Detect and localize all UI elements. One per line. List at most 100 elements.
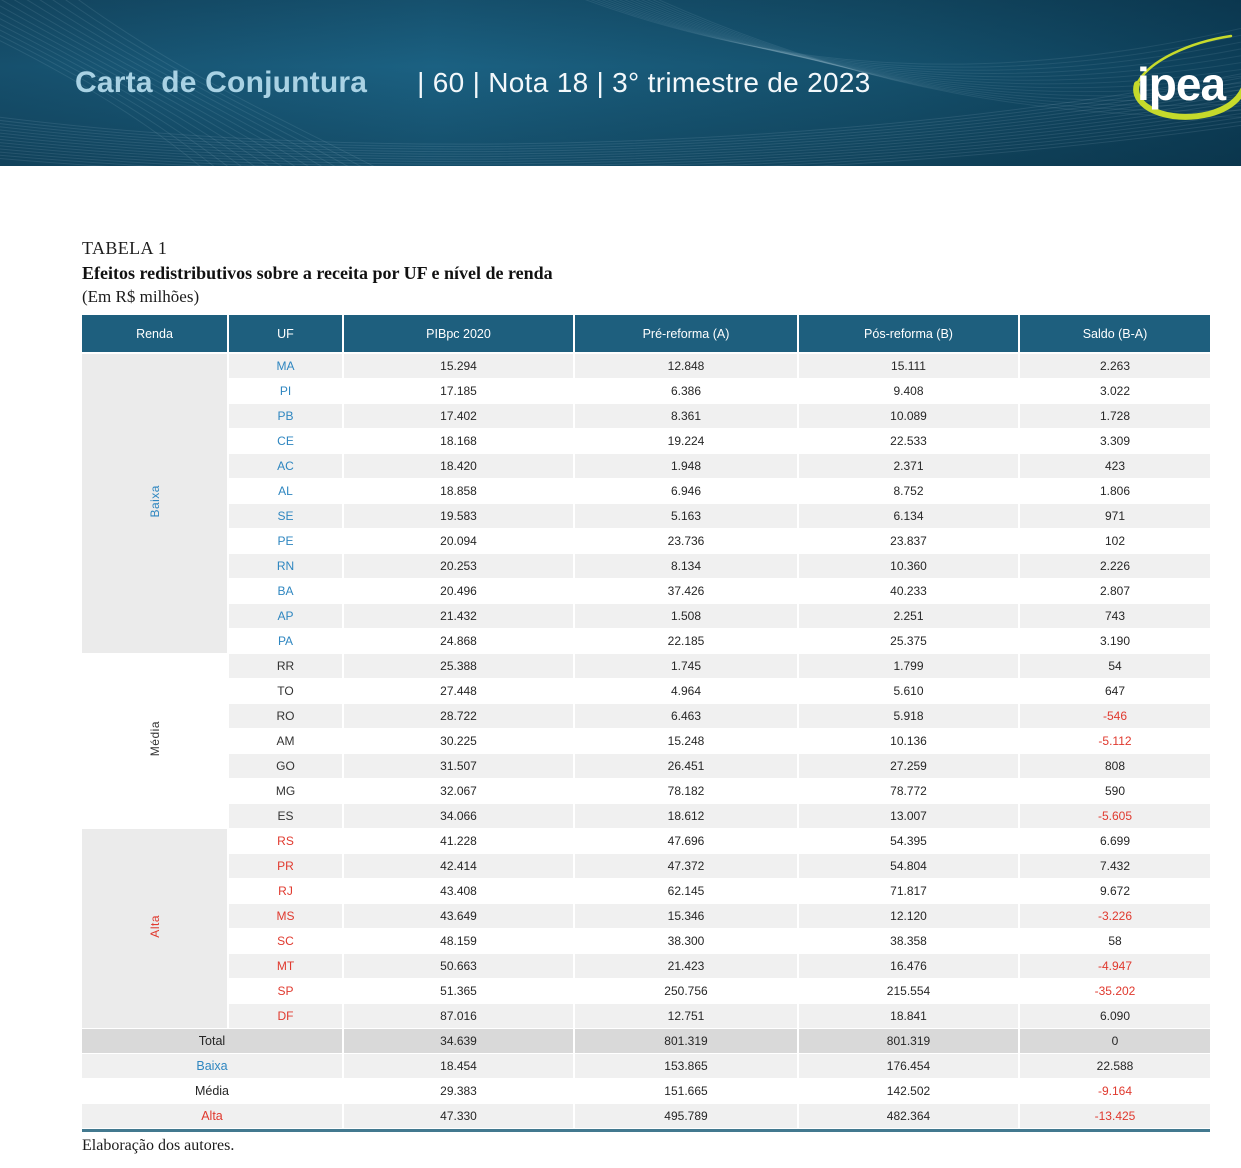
page-content: TABELA 1 Efeitos redistributivos sobre a… [82,238,1210,1155]
column-header-renda: Renda [82,315,229,354]
pibpc-cell: 30.225 [343,728,575,754]
pre-reforma-cell: 37.426 [574,578,799,604]
saldo-cell: 808 [1019,753,1210,779]
saldo-cell: 9.672 [1019,878,1210,904]
summary-row: Baixa 18.454 153.865 176.454 22.588 [82,1053,1210,1079]
saldo-cell: -5.605 [1019,803,1210,829]
source-note: Elaboração dos autores. [82,1136,235,1154]
saldo-cell: -5.112 [1019,728,1210,754]
pre-reforma-cell: 8.361 [574,403,799,429]
table-row: MG 32.067 78.182 78.772 590 [82,778,1210,804]
summary-pibpc-cell: 34.639 [343,1028,575,1054]
pos-reforma-cell: 9.408 [798,378,1020,404]
table-row: DF 87.016 12.751 18.841 6.090 [82,1003,1210,1029]
summary-label-cell: Total [82,1028,344,1054]
banner-wave-line [0,85,1241,153]
banner-text: Carta de Conjuntura | 60 | Nota 18 | 3° … [75,0,871,166]
pibpc-cell: 50.663 [343,953,575,979]
pibpc-cell: 31.507 [343,753,575,779]
summary-saldo-cell: 0 [1019,1028,1210,1054]
uf-cell: MS [228,903,344,929]
pibpc-cell: 51.365 [343,978,575,1004]
table-unit: (Em R$ milhões) [82,287,200,306]
banner-wave-line [26,0,323,166]
pos-reforma-cell: 16.476 [798,953,1020,979]
pre-reforma-cell: 19.224 [574,428,799,454]
banner-wave-line [596,0,1241,71]
uf-cell: RO [228,703,344,729]
banner-background [0,0,1241,166]
pibpc-cell: 18.420 [343,453,575,479]
table-row: Média RR 25.388 1.745 1.799 54 [82,653,1210,829]
saldo-cell: 6.090 [1019,1003,1210,1029]
summary-saldo-cell: 22.588 [1019,1053,1210,1079]
renda-group-cell: Média [82,653,229,829]
pos-reforma-cell: 38.358 [798,928,1020,954]
summary-pibpc-cell: 47.330 [343,1103,575,1129]
pre-reforma-cell: 6.386 [574,378,799,404]
pibpc-cell: 17.402 [343,403,575,429]
saldo-cell: 102 [1019,528,1210,554]
saldo-cell: 2.226 [1019,553,1210,579]
saldo-cell: 2.807 [1019,578,1210,604]
table-wrapper: Renda UF PIBpc 2020 Pré-reforma (A) Pós-refo… [82,315,1210,1132]
saldo-cell: 2.263 [1019,353,1210,379]
pibpc-cell: 20.496 [343,578,575,604]
banner: Carta de Conjuntura | 60 | Nota 18 | 3° … [0,0,1241,166]
saldo-cell: -4.947 [1019,953,1210,979]
uf-cell: AL [228,478,344,504]
saldo-cell: 971 [1019,503,1210,529]
uf-cell: ES [228,803,344,829]
banner-wave-line [0,112,1241,166]
column-header-pibpc: PIBpc 2020 [343,315,575,354]
renda-group-label: Média [147,721,162,757]
ipea-logo-text: ipea [1137,58,1226,110]
pos-reforma-cell: 5.610 [798,678,1020,704]
pos-reforma-cell: 6.134 [798,503,1020,529]
table-row: PR 42.414 47.372 54.804 7.432 [82,853,1210,879]
pos-reforma-cell: 18.841 [798,1003,1020,1029]
pre-reforma-cell: 6.946 [574,478,799,504]
pos-reforma-cell: 10.360 [798,553,1020,579]
pibpc-cell: 87.016 [343,1003,575,1029]
banner-wave-line [0,73,1241,145]
pre-reforma-cell: 47.696 [574,828,799,854]
pibpc-cell: 24.868 [343,628,575,654]
banner-wave-line [0,109,1241,166]
pos-reforma-cell: 5.918 [798,703,1020,729]
pre-reforma-cell: 5.163 [574,503,799,529]
banner-wave-line [629,0,1241,93]
ipea-swoosh-thin [1135,34,1233,86]
ipea-swoosh-thick [1133,81,1241,120]
pre-reforma-cell: 1.745 [574,653,799,679]
pre-reforma-cell: 38.300 [574,928,799,954]
summary-label-cell: Alta [82,1103,344,1129]
uf-cell: GO [228,753,344,779]
pibpc-cell: 43.649 [343,903,575,929]
banner-wave-line [601,0,1241,74]
table-row: AL 18.858 6.946 8.752 1.806 [82,478,1210,504]
saldo-cell: -546 [1019,703,1210,729]
banner-wave-line [0,81,1241,150]
table-row: PA 24.868 22.185 25.375 3.190 [82,628,1210,654]
summary-pos-cell: 482.364 [798,1103,1020,1129]
pre-reforma-cell: 250.756 [574,978,799,1004]
uf-cell: SP [228,978,344,1004]
table-row: SC 48.159 38.300 38.358 58 [82,928,1210,954]
banner-wave-line [52,0,349,166]
banner-wave-line [607,0,1241,78]
saldo-cell: 3.022 [1019,378,1210,404]
pibpc-cell: 25.388 [343,653,575,679]
pibpc-cell: 43.408 [343,878,575,904]
table-row: MS 43.649 15.346 12.120 -3.226 [82,903,1210,929]
table-row: AP 21.432 1.508 2.251 743 [82,603,1210,629]
uf-cell: AM [228,728,344,754]
summary-saldo-cell: -9.164 [1019,1078,1210,1104]
table-row: RJ 43.408 62.145 71.817 9.672 [82,878,1210,904]
pos-reforma-cell: 27.259 [798,753,1020,779]
data-table: Renda UF PIBpc 2020 Pré-reforma (A) Pós-refo… [82,315,1210,1129]
saldo-cell: 6.699 [1019,828,1210,854]
table-row: PI 17.185 6.386 9.408 3.022 [82,378,1210,404]
pre-reforma-cell: 62.145 [574,878,799,904]
table-row: MT 50.663 21.423 16.476 -4.947 [82,953,1210,979]
